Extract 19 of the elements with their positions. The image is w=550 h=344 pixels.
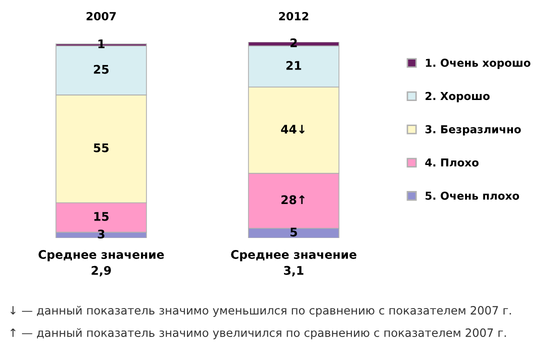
data-label: 28↑ [281, 195, 305, 204]
data-label: 3 [98, 230, 104, 239]
data-label: 55 [94, 143, 109, 152]
legend-label: 3. Безразлично [425, 125, 521, 136]
text: ↓ — данный показатель значимо уменьшился по сравнению с показателем 2007 г. [10, 306, 511, 317]
data-label: 5 [290, 228, 297, 237]
data-label: 25 [94, 64, 109, 74]
data-label: 44↓ [281, 124, 305, 134]
data-label: 15 [94, 212, 109, 221]
text: Среднее значение 3,1 [231, 250, 356, 276]
legend-label: 1. Очень хорошо [426, 58, 530, 69]
text: ↑ — данный показатель значимо увеличился по сравнению с показателем 2007 г. [10, 328, 506, 340]
legend-label: 2. Хорошо [426, 92, 490, 102]
legend-label: 4. Плохо [425, 158, 479, 167]
x-tick-label: 2007 [86, 12, 116, 20]
data-label: 21 [286, 60, 302, 70]
text: Среднее значение 2,9 [38, 250, 164, 276]
legend-label: 5. Очень плохо [426, 192, 520, 200]
x-tick-label: 2012 [279, 12, 308, 20]
